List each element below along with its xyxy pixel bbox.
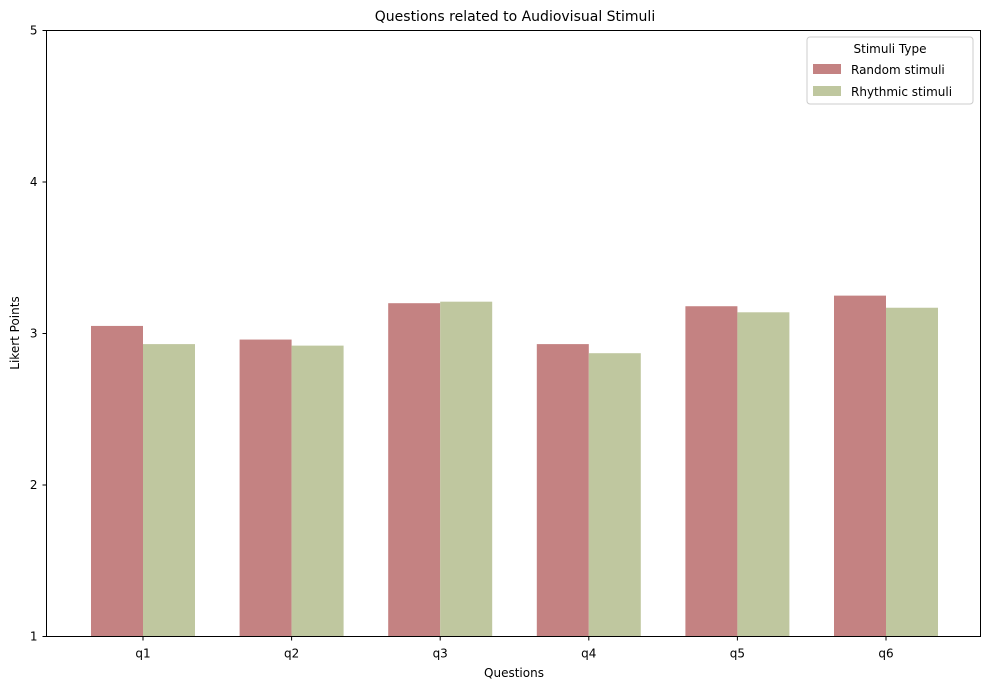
x-axis-label: Questions <box>484 666 544 680</box>
legend-swatch-random <box>813 64 841 74</box>
y-tick-label-1: 1 <box>30 630 38 644</box>
bar-random-q1 <box>91 325 143 637</box>
ticks-group: q1 q2 q3 q4 q5 q6 1 2 3 4 5 <box>30 24 894 661</box>
y-tick-label-2: 2 <box>30 478 38 492</box>
y-tick-label-5: 5 <box>30 24 38 38</box>
legend-frame <box>806 36 974 105</box>
bar-random-q5 <box>685 306 738 637</box>
legend-swatch-rhythmic <box>813 86 841 96</box>
bar-random-q6 <box>834 295 886 637</box>
y-tick-label-4: 4 <box>30 175 38 189</box>
bar-random-q2 <box>239 339 292 637</box>
x-tick-label-q1: q1 <box>135 647 150 661</box>
bar-rhythmic-q1 <box>143 344 195 637</box>
bars-group <box>91 295 938 637</box>
x-tick-label-q5: q5 <box>730 647 745 661</box>
y-tick-label-3: 3 <box>30 327 38 341</box>
bar-random-q3 <box>388 303 441 637</box>
x-tick-label-q4: q4 <box>581 647 596 661</box>
bar-rhythmic-q5 <box>737 312 790 637</box>
bar-random-q4 <box>536 344 589 637</box>
legend-label-random: Random stimuli <box>851 63 945 77</box>
x-tick-label-q3: q3 <box>433 647 448 661</box>
legend-label-rhythmic: Rhythmic stimuli <box>851 85 952 99</box>
x-tick-label-q6: q6 <box>878 647 893 661</box>
x-tick-label-q2: q2 <box>284 647 299 661</box>
y-axis-label: Likert Points <box>8 296 22 369</box>
bar-rhythmic-q2 <box>291 345 344 637</box>
chart-title: Questions related to Audiovisual Stimuli <box>375 9 655 25</box>
legend-title: Stimuli Type <box>854 42 927 56</box>
bar-rhythmic-q6 <box>886 307 938 637</box>
bar-rhythmic-q4 <box>588 353 641 637</box>
plot-frame <box>46 30 981 637</box>
legend: Stimuli Type Random stimuli Rhythmic sti… <box>806 36 974 105</box>
bar-rhythmic-q3 <box>440 301 493 637</box>
